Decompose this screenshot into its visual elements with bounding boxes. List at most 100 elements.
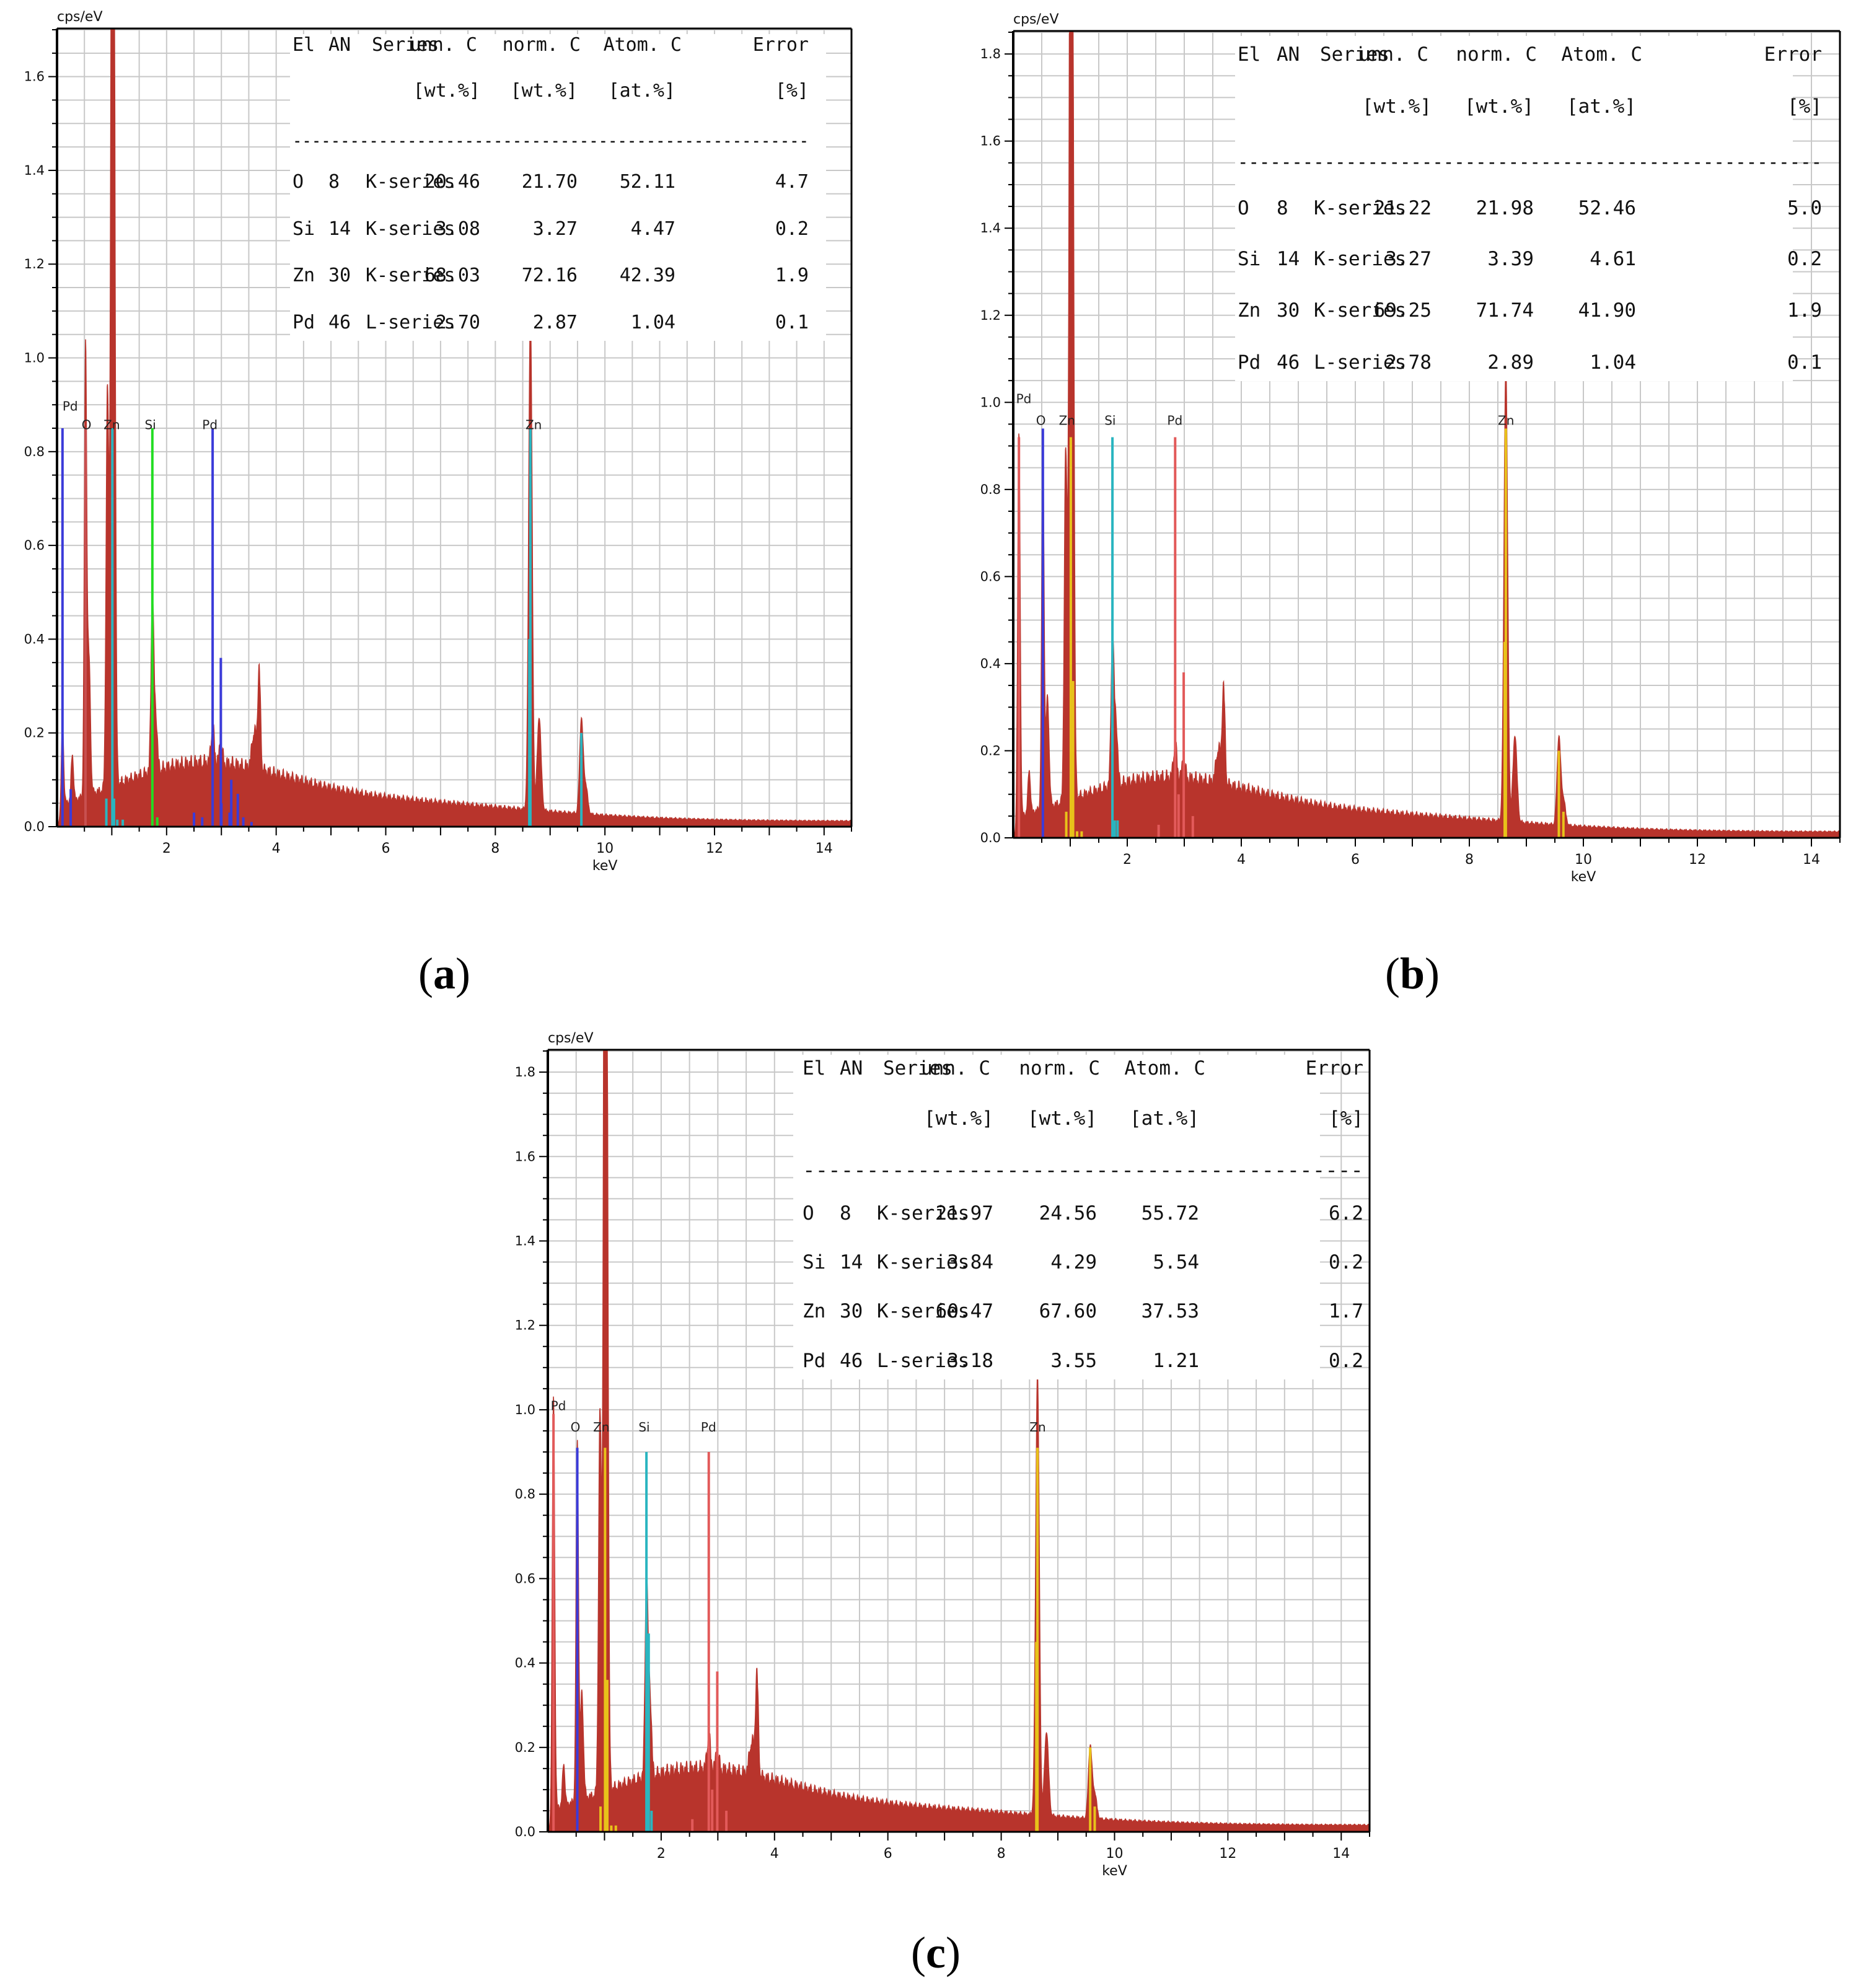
peak-label: Pd bbox=[1167, 413, 1182, 428]
table-cell: 8 bbox=[840, 1202, 851, 1225]
table-cell: 21.70 bbox=[522, 171, 578, 193]
peak-label: Pd bbox=[202, 418, 218, 433]
table-header-cell: Atom. C bbox=[604, 34, 682, 56]
table-cell: 3.18 bbox=[947, 1350, 993, 1372]
table-cell: 1.04 bbox=[631, 312, 675, 333]
y-tick-label: 1.6 bbox=[24, 69, 45, 84]
table-cell: K-series bbox=[366, 218, 455, 240]
table-cell: Si bbox=[803, 1251, 825, 1273]
peak-label: Zn bbox=[103, 418, 120, 433]
table-unit-cell: [wt.%] bbox=[1027, 1107, 1097, 1130]
table-header-cell: Series bbox=[883, 1057, 952, 1080]
table-cell: O bbox=[1238, 197, 1249, 219]
table-cell: Zn bbox=[293, 265, 315, 286]
table-cell: 1.9 bbox=[775, 265, 809, 286]
table-cell: 21.22 bbox=[1374, 197, 1432, 219]
table-cell: K-series bbox=[1314, 299, 1406, 322]
y-tick-label: 0.8 bbox=[24, 444, 45, 459]
peak-label: Zn bbox=[1498, 413, 1514, 428]
caption-a: (a) bbox=[418, 949, 470, 998]
x-axis-label: keV bbox=[1571, 869, 1596, 885]
y-tick-label: 1.8 bbox=[515, 1065, 535, 1080]
eds-panel-c: Pd O Zn Si Pd Zn El AN Series unn. C norm. C Atom. … bbox=[483, 1023, 1388, 1902]
table-header-cell: unn. C bbox=[1359, 43, 1428, 66]
table-cell: 2.87 bbox=[533, 312, 578, 333]
table-separator: ----------------------------------------… bbox=[293, 130, 809, 152]
table-cell: 46 bbox=[328, 312, 351, 333]
y-axis-label: cps/eV bbox=[1013, 12, 1059, 27]
table-header-cell: Error bbox=[1764, 43, 1822, 66]
x-tick-label: 6 bbox=[884, 1846, 892, 1862]
table-cell: 3.84 bbox=[947, 1251, 993, 1273]
table-cell: Pd bbox=[293, 312, 315, 333]
table-cell: 5.54 bbox=[1153, 1251, 1199, 1273]
table-cell: 8 bbox=[1277, 197, 1288, 219]
spectrum-area bbox=[548, 1050, 1370, 1832]
y-tick-label: 0.0 bbox=[980, 830, 1001, 845]
table-separator: ----------------------------------------… bbox=[1238, 151, 1822, 174]
y-axis-label: cps/eV bbox=[57, 9, 103, 25]
y-tick-label: 0.4 bbox=[980, 656, 1001, 671]
spectrum-area bbox=[1014, 32, 1841, 838]
y-tick-label: 0.8 bbox=[980, 482, 1001, 497]
table-cell: 42.39 bbox=[620, 265, 675, 286]
table-cell: 14 bbox=[840, 1251, 863, 1273]
y-tick-label: 0.2 bbox=[980, 743, 1001, 758]
table-unit-cell: [at.%] bbox=[1130, 1107, 1199, 1130]
peak-label: O bbox=[1036, 413, 1046, 428]
results-table-background bbox=[793, 1055, 1320, 1379]
x-tick-label: 4 bbox=[272, 841, 281, 856]
table-cell: 20.46 bbox=[425, 171, 480, 193]
peak-label: Pd bbox=[551, 1399, 566, 1414]
table-cell: 0.2 bbox=[1787, 248, 1822, 270]
eds-panel-b: Pd O Zn Si Pd Zn El AN Series unn. C norm. C Atom. … bbox=[970, 0, 1861, 911]
y-tick-label: 1.2 bbox=[24, 257, 45, 271]
x-tick-label: 14 bbox=[1332, 1846, 1350, 1862]
table-unit-cell: [%] bbox=[1329, 1107, 1363, 1130]
y-tick-label: 1.8 bbox=[980, 46, 1001, 61]
table-header-cell: AN bbox=[840, 1057, 863, 1080]
x-tick-label: 8 bbox=[491, 841, 499, 856]
y-tick-label: 1.4 bbox=[515, 1233, 535, 1248]
table-header-cell: Error bbox=[753, 34, 809, 56]
x-tick-label: 6 bbox=[1351, 852, 1360, 868]
table-header-cell: AN bbox=[328, 34, 351, 56]
table-cell: 3.39 bbox=[1487, 248, 1534, 270]
table-cell: 21.98 bbox=[1476, 197, 1534, 219]
table-cell: Pd bbox=[803, 1350, 825, 1372]
y-tick-label: 0.8 bbox=[515, 1487, 535, 1502]
table-cell: Si bbox=[1238, 248, 1260, 270]
table-cell: 68.03 bbox=[425, 265, 480, 286]
spectrum-area bbox=[58, 29, 852, 827]
table-cell: 37.53 bbox=[1142, 1300, 1199, 1322]
table-unit-cell: [wt.%] bbox=[511, 80, 578, 102]
x-tick-label: 8 bbox=[997, 1846, 1006, 1862]
table-cell: 5.0 bbox=[1787, 197, 1822, 219]
y-tick-label: 0.0 bbox=[515, 1824, 535, 1839]
table-cell: 1.7 bbox=[1329, 1300, 1363, 1322]
table-cell: 69.25 bbox=[1374, 299, 1432, 322]
table-cell: Si bbox=[293, 218, 315, 240]
table-cell: 30 bbox=[1277, 299, 1300, 322]
table-cell: 41.90 bbox=[1578, 299, 1636, 322]
y-tick-label: 0.6 bbox=[980, 569, 1001, 584]
table-cell: 72.16 bbox=[522, 265, 578, 286]
table-cell: 1.04 bbox=[1590, 351, 1636, 374]
peak-label: Si bbox=[638, 1420, 649, 1435]
table-cell: 3.08 bbox=[436, 218, 480, 240]
y-tick-label: 0.2 bbox=[24, 726, 45, 741]
table-cell: 4.47 bbox=[631, 218, 675, 240]
caption-b: (b) bbox=[1385, 949, 1440, 998]
table-cell: 67.60 bbox=[1039, 1300, 1097, 1322]
table-cell: L-series bbox=[1314, 351, 1406, 374]
y-tick-label: 0.6 bbox=[24, 538, 45, 553]
table-header-cell: Atom. C bbox=[1561, 43, 1642, 66]
peak-label: Si bbox=[1104, 413, 1115, 428]
table-header-cell: norm. C bbox=[1456, 43, 1537, 66]
eds-panel-a: Pd O Zn Si Pd Zn El AN Series unn. C norm. C Atom. … bbox=[0, 0, 886, 911]
table-cell: 8 bbox=[328, 171, 340, 193]
